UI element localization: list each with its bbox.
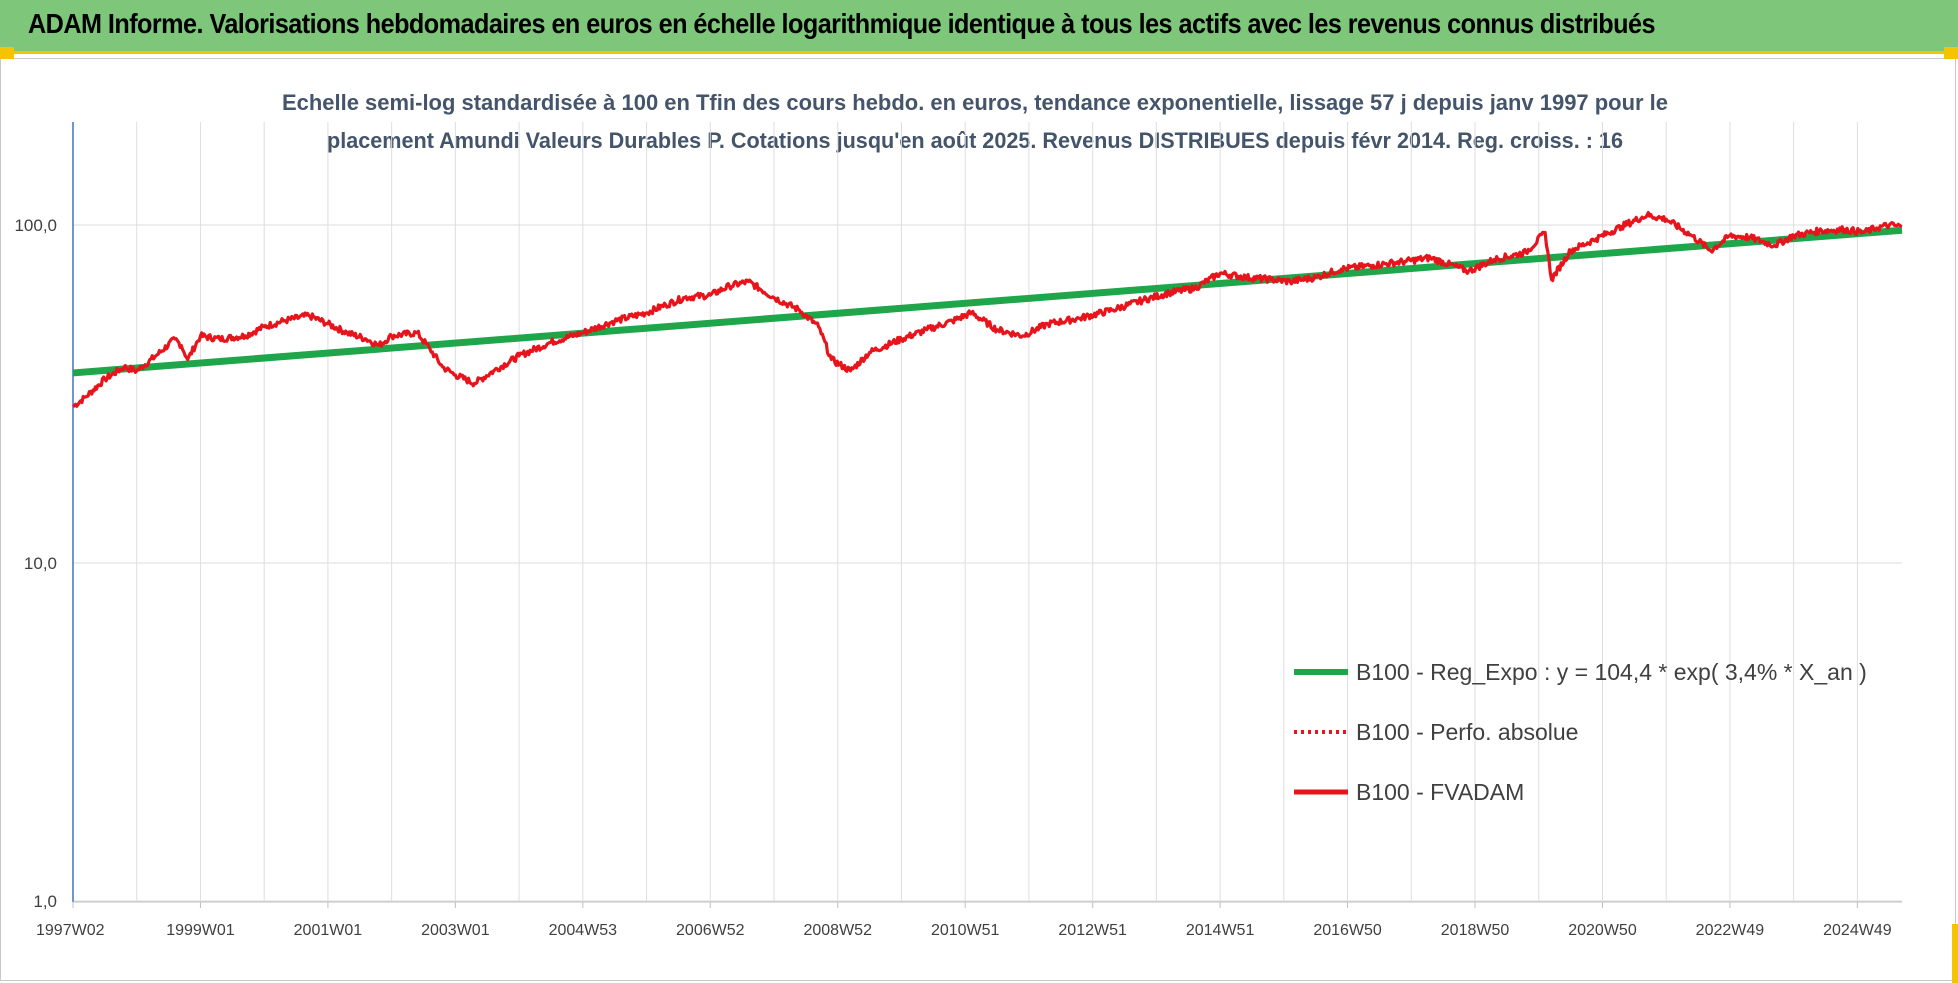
corner-mark-top-left xyxy=(0,47,14,59)
x-tick-label: 1999W01 xyxy=(166,922,235,939)
x-tick-label: 2010W51 xyxy=(931,922,1000,939)
corner-mark-bottom-right xyxy=(1952,924,1958,983)
legend-item-fvadam: B100 - FVADAM xyxy=(1294,779,1524,805)
chart-frame xyxy=(0,58,1956,981)
series-lines xyxy=(72,211,1903,409)
x-tick-label: 1997W02 xyxy=(36,922,105,939)
trend-line xyxy=(72,226,1903,377)
title-banner: ADAM Informe. Valorisations hebdomadaire… xyxy=(0,0,1958,54)
y-tick-label: 100,0 xyxy=(14,216,57,235)
x-tick-label: 2012W51 xyxy=(1058,922,1127,939)
chart-subtitle-line-1: Echelle semi-log standardisée à 100 en T… xyxy=(282,90,1668,115)
x-tick-label: 2014W51 xyxy=(1186,922,1255,939)
page-title: ADAM Informe. Valorisations hebdomadaire… xyxy=(28,8,1656,39)
legend-item-perfo: B100 - Perfo. absolue xyxy=(1294,719,1578,745)
x-tick-label: 2016W50 xyxy=(1313,922,1382,939)
legend-item-trend: B100 - Reg_Expo : y = 104,4 * exp( 3,4% … xyxy=(1294,659,1867,685)
legend-label: B100 - Reg_Expo : y = 104,4 * exp( 3,4% … xyxy=(1356,659,1867,685)
x-tick-label: 2006W52 xyxy=(676,922,745,939)
x-tick-label: 2024W49 xyxy=(1823,922,1892,939)
x-tick-label: 2003W01 xyxy=(421,922,490,939)
corner-mark-top-right xyxy=(1944,47,1958,59)
grid-lines xyxy=(72,122,1902,902)
legend-label: B100 - Perfo. absolue xyxy=(1356,719,1578,745)
chart-subtitle-line-2: placement Amundi Valeurs Durables P. Cot… xyxy=(327,128,1623,153)
legend-label: B100 - FVADAM xyxy=(1356,779,1524,805)
x-tick-label: 2022W49 xyxy=(1696,922,1765,939)
axes: 1,0 10,0 100,0 1997W02 1999W01 2001W01 2003W01… xyxy=(14,122,1902,939)
price-line xyxy=(72,211,1903,409)
x-tick-label: 2018W50 xyxy=(1441,922,1510,939)
x-tick-label: 2001W01 xyxy=(294,922,363,939)
x-tick-label: 2008W52 xyxy=(803,922,872,939)
x-tick-label: 2004W53 xyxy=(549,922,618,939)
y-tick-label: 10,0 xyxy=(24,554,57,573)
x-tick-label: 2020W50 xyxy=(1568,922,1637,939)
legend: B100 - Reg_Expo : y = 104,4 * exp( 3,4% … xyxy=(1294,659,1867,805)
y-tick-label: 1,0 xyxy=(33,892,57,911)
